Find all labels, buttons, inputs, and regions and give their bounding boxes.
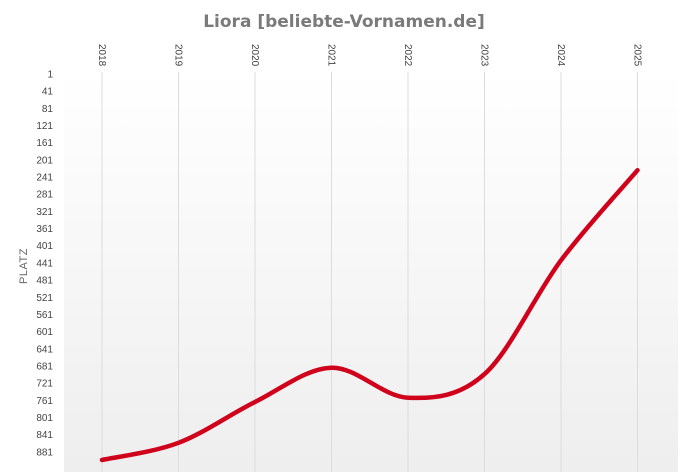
y-tick-label: 241	[36, 173, 53, 184]
y-tick-label: 801	[36, 413, 53, 424]
y-tick-label: 841	[36, 430, 53, 441]
chart-title: Liora [beliebte-Vornamen.de]	[203, 12, 485, 32]
x-tick-label: 2023	[479, 44, 490, 67]
series-group	[99, 167, 640, 463]
plot-area-background	[64, 72, 678, 472]
y-tick-label: 121	[36, 121, 53, 132]
y-tick-label: 321	[36, 207, 53, 218]
y-tick-label: 81	[42, 104, 54, 115]
x-tick-label: 2019	[173, 44, 184, 67]
y-axis-label: PLATZ	[18, 248, 30, 284]
y-tick-label: 721	[36, 379, 53, 390]
y-tick-label: 401	[36, 241, 53, 252]
y-tick-label: 881	[36, 447, 53, 458]
y-tick-label: 281	[36, 190, 53, 201]
y-tick-label: 41	[42, 87, 54, 98]
gridlines	[101, 72, 638, 472]
x-tick-label: 2021	[326, 44, 337, 67]
series-line	[99, 167, 640, 463]
y-tick-label: 1	[47, 70, 53, 81]
x-tick-label: 2018	[96, 44, 107, 67]
y-tick-label: 441	[36, 258, 53, 269]
x-tick-label: 2025	[632, 44, 643, 67]
y-tick-label: 561	[36, 310, 53, 321]
x-tick-label: 2020	[249, 44, 260, 67]
x-tick-label: 2024	[555, 44, 566, 67]
y-tick-label: 481	[36, 276, 53, 287]
x-tick-label: 2022	[402, 44, 413, 67]
y-tick-label: 361	[36, 224, 53, 235]
y-tick-label: 161	[36, 138, 53, 149]
y-tick-label: 521	[36, 293, 53, 304]
y-tick-label: 681	[36, 361, 53, 372]
y-tick-label: 601	[36, 327, 53, 338]
y-tick-label: 201	[36, 155, 53, 166]
y-axis-ticks: 1 41 81 121 161 201 241 281 321 361 401 441 481 521 56…	[36, 70, 53, 459]
y-tick-label: 641	[36, 344, 53, 355]
y-tick-label: 761	[36, 396, 53, 407]
x-axis-ticks: 2018 2019 2020 2021 2022 2023 2024 2025	[96, 44, 643, 67]
